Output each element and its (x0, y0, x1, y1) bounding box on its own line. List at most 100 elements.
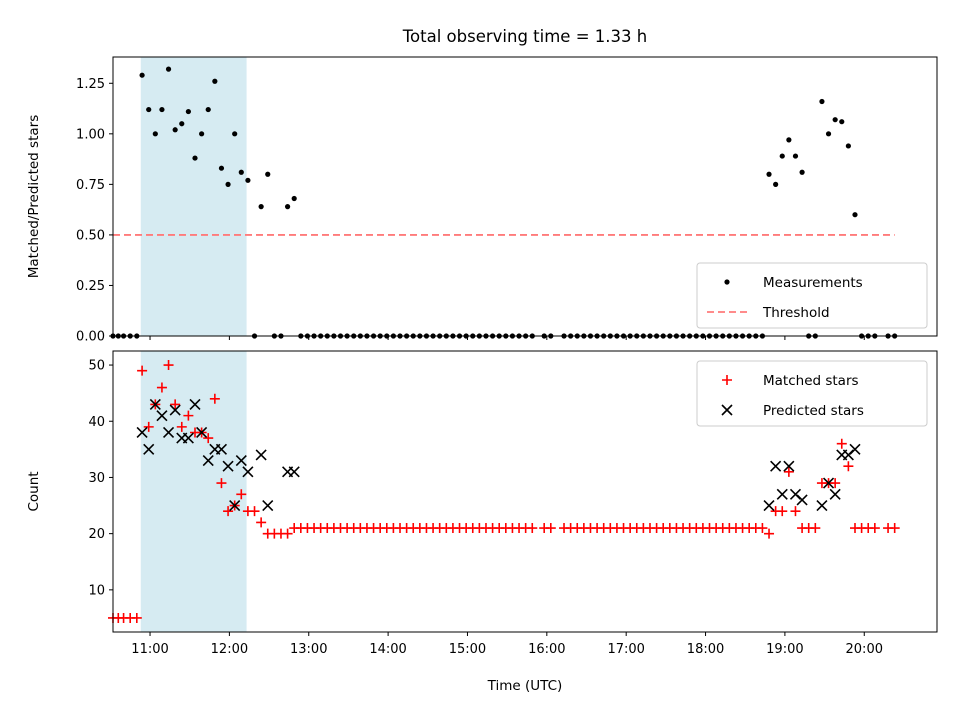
matched-star-point (545, 523, 556, 534)
panel-2: 10 20 30 40 50 11:00 12:00 13:00 14:00 15:00 16:00… (26, 350, 938, 657)
matched-star-point (223, 506, 234, 517)
matched-star-point (156, 382, 167, 393)
x-tick-label: 19:00 (766, 642, 803, 657)
y-tick-label: 0.50 (76, 228, 105, 243)
predicted-star-point (229, 499, 241, 512)
predicted-star-point (849, 443, 861, 455)
panel-1: 0.00 0.25 0.50 0.75 1.00 1.25 Matched/Predicte… (26, 56, 938, 345)
matched-star-point (137, 365, 148, 376)
matched-star-point (282, 528, 293, 539)
predicted-star-point (136, 426, 148, 439)
measurement-point (172, 127, 178, 133)
matched-star-point (176, 421, 187, 432)
matched-star-point (256, 517, 267, 528)
predicted-star-point (182, 432, 194, 444)
measurement-point (284, 204, 291, 210)
measurement-point (799, 169, 805, 175)
legend-label: Measurements (763, 275, 863, 291)
x-tick-label: 18:00 (687, 642, 724, 657)
measurement-point (291, 195, 297, 202)
matched-star-point (203, 433, 214, 444)
y-tick-label: 30 (88, 471, 105, 486)
predicted-star-point (222, 460, 234, 472)
legend-box (696, 360, 928, 427)
x-tick-label: 14:00 (369, 642, 406, 657)
x-tick-label: 17:00 (607, 642, 644, 657)
measurement-point (232, 131, 238, 137)
observing-window-band (140, 351, 247, 632)
predicted-star-point (162, 426, 175, 439)
measurement-point (218, 165, 225, 171)
axes-frame (112, 56, 938, 337)
x-axis-label: Time (UTC) (487, 678, 563, 694)
x-tick-label: 16:00 (528, 642, 565, 657)
predicted-star-point (149, 398, 161, 410)
measurement-point (179, 121, 185, 127)
axes-frame (112, 350, 938, 633)
measurement-point (139, 72, 145, 78)
y-axis-label: Count (26, 471, 42, 511)
matched-star-point (783, 466, 794, 477)
legend-label: Predicted stars (763, 403, 864, 419)
legend-label: Matched stars (763, 373, 859, 389)
matched-star-point (236, 489, 247, 500)
y-tick-label: 10 (88, 583, 105, 598)
predicted-star-point (796, 494, 808, 506)
matched-star-point (836, 438, 847, 449)
chart-title: Total observing time = 1.33 h (402, 27, 647, 46)
y-tick-label: 20 (88, 527, 105, 542)
legend: Matched stars Predicted stars (696, 360, 928, 427)
matched-star-point (869, 523, 880, 534)
measurement-point (152, 131, 158, 137)
y-tick-label: 1.00 (76, 127, 105, 142)
matched-star-point (527, 523, 538, 534)
measurement-point (185, 108, 191, 115)
matched-star-point (777, 506, 788, 517)
x-tick-label: 15:00 (449, 642, 486, 657)
y-tick-label: 40 (88, 415, 105, 430)
predicted-star-point (196, 426, 208, 439)
predicted-star-point (262, 499, 274, 512)
measurement-point (199, 131, 205, 137)
predicted-star-point (235, 455, 247, 467)
matched-star-point (216, 478, 227, 489)
matched-star-point (757, 523, 768, 534)
y-tick-label: 0.00 (76, 330, 105, 345)
matched-star-point (843, 461, 854, 472)
matched-star-point (810, 523, 821, 534)
legend-predicted-swatch (721, 404, 733, 416)
legend-label: Threshold (762, 305, 830, 321)
predicted-star-point (242, 466, 254, 478)
measurement-point (159, 106, 165, 113)
y-tick-label: 0.25 (76, 279, 105, 294)
matched-star-point (209, 393, 220, 404)
matched-star-point (183, 410, 194, 421)
measurement-point (146, 106, 152, 113)
measurement-point (238, 169, 244, 175)
y-tick-label: 50 (88, 359, 105, 374)
measurement-point (825, 131, 832, 137)
legend: Measurements Threshold (696, 262, 928, 329)
panels: 0.00 0.25 0.50 0.75 1.00 1.25 Matched/Predicte… (26, 56, 938, 657)
measurement-point (265, 171, 271, 177)
matched-star-point (170, 399, 181, 410)
predicted-star-point (829, 488, 841, 500)
predicted-star-point (143, 443, 155, 455)
matched-star-point (131, 612, 142, 623)
predicted-star-point (783, 460, 795, 472)
observing-window-band (140, 57, 247, 336)
matched-star-point (163, 360, 174, 371)
predicted-star-point (215, 443, 228, 455)
x-tick-label: 11:00 (131, 642, 168, 657)
series-matched-stars (108, 360, 900, 623)
predicted-star-point (156, 410, 168, 422)
predicted-star-point (776, 488, 788, 500)
matched-star-point (249, 506, 260, 517)
measurement-point (245, 177, 251, 183)
measurement-point (786, 137, 792, 143)
predicted-star-point (288, 466, 300, 478)
measurement-point (832, 117, 838, 123)
predicted-star-point (189, 398, 201, 410)
x-tick-label: 13:00 (290, 642, 327, 657)
